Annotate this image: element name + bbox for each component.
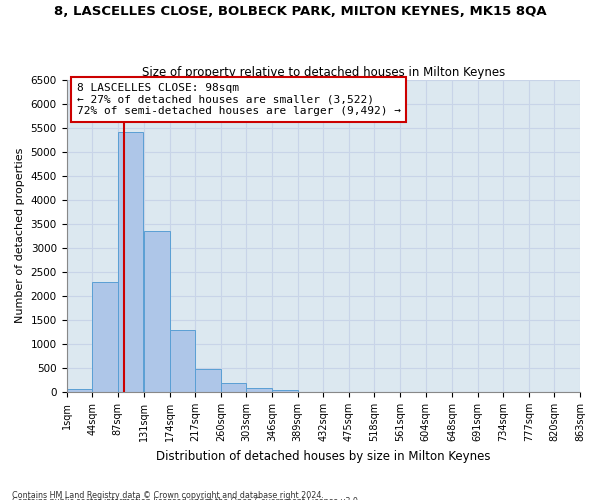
Bar bbox=[67, 388, 92, 392]
Bar bbox=[195, 369, 221, 392]
Text: Contains HM Land Registry data © Crown copyright and database right 2024.: Contains HM Land Registry data © Crown c… bbox=[12, 490, 324, 500]
Bar bbox=[272, 390, 298, 392]
Bar bbox=[170, 330, 195, 392]
Title: Size of property relative to detached houses in Milton Keynes: Size of property relative to detached ho… bbox=[142, 66, 505, 78]
Bar bbox=[144, 230, 170, 392]
Bar bbox=[221, 382, 247, 392]
X-axis label: Distribution of detached houses by size in Milton Keynes: Distribution of detached houses by size … bbox=[156, 450, 491, 462]
Text: 8 LASCELLES CLOSE: 98sqm
← 27% of detached houses are smaller (3,522)
72% of sem: 8 LASCELLES CLOSE: 98sqm ← 27% of detach… bbox=[77, 83, 401, 116]
Bar bbox=[92, 282, 118, 392]
Bar bbox=[118, 132, 143, 392]
Text: Contains public sector information licensed under the Open Government Licence v3: Contains public sector information licen… bbox=[12, 497, 361, 500]
Text: 8, LASCELLES CLOSE, BOLBECK PARK, MILTON KEYNES, MK15 8QA: 8, LASCELLES CLOSE, BOLBECK PARK, MILTON… bbox=[53, 5, 547, 18]
Y-axis label: Number of detached properties: Number of detached properties bbox=[15, 148, 25, 324]
Bar bbox=[247, 388, 272, 392]
